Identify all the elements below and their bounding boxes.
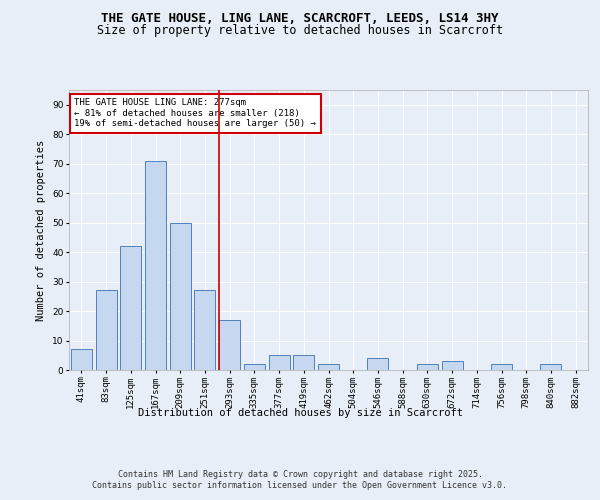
Bar — [71, 350, 92, 370]
Bar — [293, 356, 314, 370]
Bar — [244, 364, 265, 370]
Bar — [120, 246, 141, 370]
Text: THE GATE HOUSE LING LANE: 277sqm
← 81% of detached houses are smaller (218)
19% : THE GATE HOUSE LING LANE: 277sqm ← 81% o… — [74, 98, 316, 128]
Bar — [194, 290, 215, 370]
Bar — [442, 361, 463, 370]
Bar — [367, 358, 388, 370]
Text: Distribution of detached houses by size in Scarcroft: Distribution of detached houses by size … — [137, 408, 463, 418]
Bar — [145, 160, 166, 370]
Bar — [269, 356, 290, 370]
Bar — [541, 364, 562, 370]
Text: Contains public sector information licensed under the Open Government Licence v3: Contains public sector information licen… — [92, 481, 508, 490]
Bar — [219, 320, 240, 370]
Bar — [318, 364, 339, 370]
Bar — [170, 222, 191, 370]
Text: THE GATE HOUSE, LING LANE, SCARCROFT, LEEDS, LS14 3HY: THE GATE HOUSE, LING LANE, SCARCROFT, LE… — [101, 12, 499, 26]
Y-axis label: Number of detached properties: Number of detached properties — [37, 140, 46, 320]
Text: Contains HM Land Registry data © Crown copyright and database right 2025.: Contains HM Land Registry data © Crown c… — [118, 470, 482, 479]
Bar — [491, 364, 512, 370]
Bar — [95, 290, 116, 370]
Text: Size of property relative to detached houses in Scarcroft: Size of property relative to detached ho… — [97, 24, 503, 37]
Bar — [417, 364, 438, 370]
